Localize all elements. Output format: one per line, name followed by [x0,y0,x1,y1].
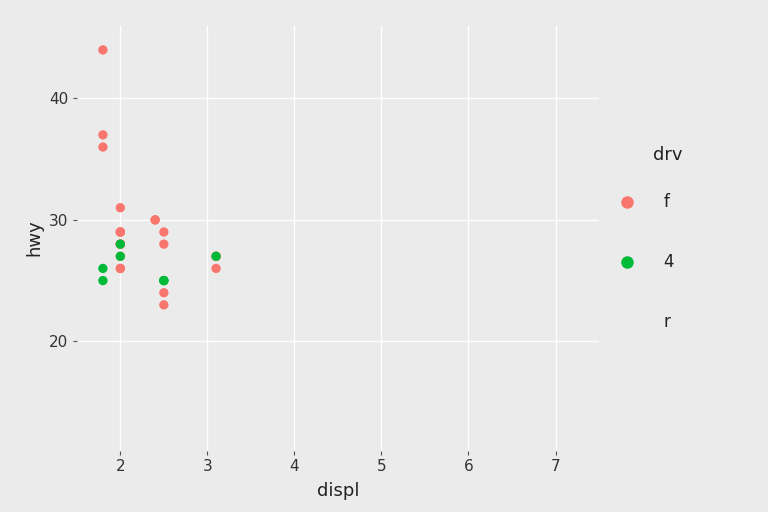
Point [149,216,161,224]
Point [210,264,222,272]
Y-axis label: hwy: hwy [25,220,44,257]
Text: r: r [664,312,670,331]
Point [157,276,170,285]
Point [157,240,170,248]
Point [114,240,127,248]
Point [97,264,109,272]
Point [210,252,222,261]
Point [97,143,109,151]
Point [114,240,127,248]
X-axis label: displ: displ [316,482,359,500]
Point [97,276,109,285]
Point [114,228,127,236]
Point [157,228,170,236]
Point [114,252,127,261]
Point [114,264,127,272]
Point [97,131,109,139]
Point [114,228,127,236]
Point [157,276,170,285]
Point [149,216,161,224]
Point [210,252,222,261]
Point [157,289,170,297]
Point [114,264,127,272]
Text: drv: drv [653,146,682,164]
Point [157,301,170,309]
Point [114,240,127,248]
Point [114,240,127,248]
Text: 4: 4 [664,252,674,271]
Point [210,252,222,261]
Point [114,204,127,212]
Point [97,46,109,54]
Point [114,252,127,261]
Text: f: f [664,193,670,211]
Point [114,228,127,236]
Point [114,240,127,248]
Point [157,276,170,285]
